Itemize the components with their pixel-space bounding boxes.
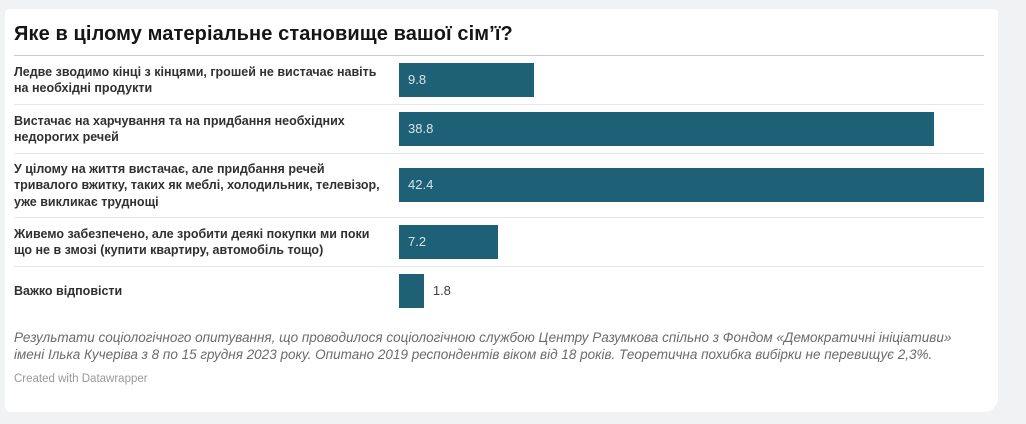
bar: 38.8 <box>399 112 935 146</box>
bar-row: У цілому на життя вистачає, але придбанн… <box>14 153 984 217</box>
value-label: 9.8 <box>408 72 427 87</box>
chart-header: Яке в цілому матеріальне становище вашої… <box>14 9 984 56</box>
datawrapper-attribution-link[interactable]: Created with Datawrapper <box>14 372 148 385</box>
bar-row: Вистачає на харчування та на придбання н… <box>14 104 984 153</box>
value-label: 42.4 <box>408 177 434 193</box>
category-label: У цілому на життя вистачає, але придбанн… <box>14 162 380 209</box>
bar-row: Ледве зводимо кінці з кінцями, грошей не… <box>14 56 984 104</box>
category-label: Вистачає на харчування та на придбання н… <box>14 113 345 144</box>
chart-title: Яке в цілому матеріальне становище вашої… <box>14 23 513 45</box>
bar-track: 42.4 <box>399 168 984 203</box>
bar-row: Важко відповісти 1.8 <box>14 265 984 315</box>
chart-footer: Результати соціологічного опитування, що… <box>14 329 984 385</box>
bar: 42.4 <box>399 168 984 203</box>
category-label: Ледве зводимо кінці з кінцями, грошей не… <box>14 64 377 95</box>
bar-track: 9.8 <box>399 63 984 97</box>
bar-track: 1.8 <box>399 273 984 308</box>
category-label: Важко відповісти <box>14 283 123 298</box>
category-label: Живемо забезпечено, але зробити деякі по… <box>14 226 370 257</box>
value-label: 1.8 <box>432 282 451 298</box>
chart-card: Яке в цілому матеріальне становище вашої… <box>5 9 998 412</box>
bar-chart: Ледве зводимо кінці з кінцями, грошей не… <box>14 56 984 315</box>
bar-row: Живемо забезпечено, але зробити деякі по… <box>14 216 984 266</box>
bar <box>399 273 424 308</box>
bar: 7.2 <box>399 224 499 259</box>
bar: 9.8 <box>399 63 535 97</box>
bar-track: 38.8 <box>399 112 984 146</box>
source-note: Результати соціологічного опитування, що… <box>14 329 952 363</box>
value-label: 38.8 <box>408 121 434 136</box>
bar-track: 7.2 <box>399 224 984 259</box>
value-label: 7.2 <box>408 233 427 249</box>
